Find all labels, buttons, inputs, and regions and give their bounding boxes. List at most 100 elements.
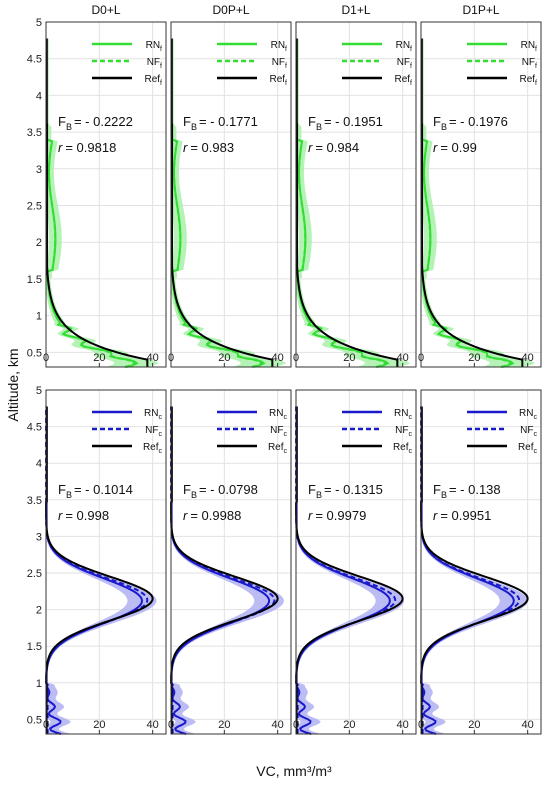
y-tick-label: 1.5 [27,641,42,653]
legend-label: Reff [269,74,287,87]
y-tick-label: 0.5 [27,347,42,359]
panel-title: D0+L [91,3,120,17]
y-tick-label: 2.5 [27,201,42,213]
legend-label: NFf [522,57,537,70]
panel-title: D1P+L [462,3,499,17]
x-tick-label: 40 [522,352,534,364]
y-tick-label: 2.5 [27,568,42,580]
y-tick-label: 2 [36,605,42,617]
x-axis-label: VC, mm³/m³ [256,763,332,779]
legend-label: NFc [270,425,287,438]
y-tick-label: 2 [36,237,42,249]
legend-label: Refc [143,442,163,455]
x-tick-label: 20 [93,719,105,731]
y-tick-label: 5 [36,385,42,397]
x-tick-label: 20 [468,719,480,731]
y-tick-label: 1 [36,678,42,690]
x-tick-label: 0 [293,719,299,731]
x-tick-label: 40 [522,719,534,731]
fb-annotation: FB = - 0.0798 [183,482,258,500]
x-tick-label: 40 [397,719,409,731]
y-tick-label: 4.5 [27,54,42,66]
y-tick-label: 0.5 [27,714,42,726]
legend-label: RNc [269,408,287,421]
x-tick-label: 0 [168,352,174,364]
plot-frame [295,21,417,368]
x-tick-label: 0 [418,352,424,364]
x-tick-label: 20 [218,719,230,731]
chart-panel-3: 0 20 40 D1+L RNf NFf Reff FB = - 0.1951 r = 0.984 [293,3,417,368]
fb-annotation: FB = - 0.1014 [58,482,133,500]
fb-annotation: FB = - 0.1315 [308,482,383,500]
x-tick-label: 40 [147,719,159,731]
x-tick-label: 20 [218,352,230,364]
legend-label: Reff [394,74,412,87]
plot-frame [420,21,542,368]
chart-panel-7: 0 20 40 RNc NFc Refc FB = - 0.1315 r = 0.9979 [293,389,417,735]
series-ref-line [45,38,149,367]
legend-label: NFf [272,57,287,70]
plot-frame [170,21,292,368]
chart-panel-5: 0 20 40 0.5 1 1.5 2 2.5 3 3.5 4 4.5 5 RNc NFc Refc FB = -… [27,385,167,735]
uncertainty-band [46,406,157,734]
legend-label: Refc [268,442,288,455]
plot-frame [295,389,417,735]
r-annotation: r = 0.9979 [308,508,366,523]
x-tick-label: 20 [343,352,355,364]
series-ref-line [170,38,274,367]
legend-label: RNf [521,40,537,53]
fb-annotation: FB = - 0.1771 [183,114,258,132]
legend-label: NFf [147,57,162,70]
x-tick-label: 0 [43,352,49,364]
chart-panel-2: 0 20 40 D0P+L RNf NFf Reff FB = - 0.1771 r = 0.983 [168,3,292,368]
plot-frame [170,389,292,735]
x-tick-label: 40 [397,352,409,364]
x-tick-label: 20 [343,719,355,731]
chart-panel-6: 0 20 40 RNc NFc Refc FB = - 0.0798 r = 0.9988 [168,389,292,735]
series-ref-line [295,38,399,367]
x-tick-label: 0 [418,719,424,731]
plot-area [296,22,416,367]
uncertainty-band [296,406,405,734]
y-tick-label: 5 [36,17,42,29]
plot-frame [45,389,167,735]
legend-label: RNf [271,40,287,53]
uncertainty-band [171,406,284,734]
legend-label: Reff [519,74,537,87]
plot-area [421,22,541,367]
r-annotation: r = 0.998 [58,508,109,523]
r-annotation: r = 0.984 [308,140,359,155]
fb-annotation: FB = - 0.2222 [58,114,133,132]
plot-area [46,22,166,367]
legend-label: RNf [396,40,412,53]
series-ref-line [420,38,524,367]
uncertainty-band [421,406,528,734]
x-tick-label: 0 [168,719,174,731]
fb-annotation: FB = - 0.1951 [308,114,383,132]
y-axis-label: Altitude, km [5,348,21,421]
legend-label: RNc [394,408,412,421]
x-tick-label: 40 [272,352,284,364]
plot-area [171,22,291,367]
y-tick-label: 3 [36,531,42,543]
y-tick-label: 4.5 [27,422,42,434]
fb-annotation: FB = - 0.1976 [433,114,508,132]
x-tick-label: 20 [468,352,480,364]
panel-title: D1+L [341,3,370,17]
legend-label: NFf [397,57,412,70]
y-tick-label: 3 [36,164,42,176]
x-tick-label: 0 [43,719,49,731]
x-tick-label: 0 [293,352,299,364]
x-tick-label: 40 [272,719,284,731]
legend-label: RNc [144,408,162,421]
legend-label: RNc [519,408,537,421]
x-tick-label: 20 [93,352,105,364]
legend-label: NFc [145,425,162,438]
x-tick-label: 40 [147,352,159,364]
r-annotation: r = 0.9951 [433,508,491,523]
y-tick-label: 3.5 [27,495,42,507]
r-annotation: r = 0.9818 [58,140,116,155]
y-tick-label: 1.5 [27,274,42,286]
legend-label: RNf [146,40,162,53]
r-annotation: r = 0.9988 [183,508,241,523]
